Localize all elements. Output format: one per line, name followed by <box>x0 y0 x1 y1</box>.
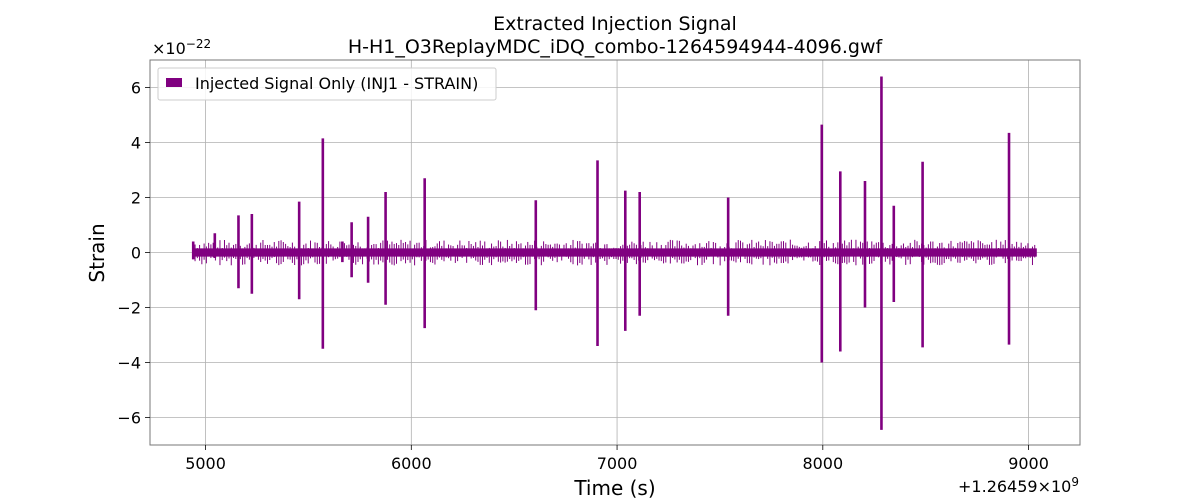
y-tick-label: 0 <box>131 244 141 263</box>
legend-box <box>157 67 497 101</box>
chart-title-line1: Extracted Injection Signal <box>493 13 737 35</box>
y-scale-exponent: −22 <box>186 37 211 51</box>
x-offset-base: +1.26459×10 <box>958 477 1071 496</box>
x-tick-label: 8000 <box>802 454 843 473</box>
x-offset-exponent: 9 <box>1071 475 1079 489</box>
plot-area-data <box>191 76 1037 430</box>
x-tick-label: 5000 <box>185 454 226 473</box>
x-offset-label: +1.26459×109 <box>958 475 1079 496</box>
legend-swatch <box>166 78 182 87</box>
chart-title-line2: H-H1_O3ReplayMDC_iDQ_combo-1264594944-40… <box>348 36 884 58</box>
x-axis-ticks: 5000 6000 7000 8000 9000 <box>185 445 1049 473</box>
y-tick-label: −6 <box>117 409 141 428</box>
x-tick-label: 9000 <box>1008 454 1049 473</box>
y-axis-ticks: −6 −4 −2 0 2 4 6 <box>117 79 150 428</box>
y-tick-label: −2 <box>117 299 141 318</box>
x-axis-label: Time (s) <box>573 476 655 500</box>
y-tick-label: −4 <box>117 354 141 373</box>
y-tick-label: 2 <box>131 189 141 208</box>
x-tick-label: 6000 <box>391 454 432 473</box>
x-tick-label: 7000 <box>597 454 638 473</box>
signal-noise-band <box>194 248 1037 257</box>
legend-label: Injected Signal Only (INJ1 - STRAIN) <box>195 74 478 93</box>
y-tick-label: 4 <box>131 134 141 153</box>
y-axis-label: Strain <box>85 223 109 282</box>
y-scale-factor: ×10−22 <box>152 37 211 58</box>
y-tick-label: 6 <box>131 79 141 98</box>
legend: Injected Signal Only (INJ1 - STRAIN) <box>157 67 497 101</box>
y-scale-base: ×10 <box>152 39 186 58</box>
